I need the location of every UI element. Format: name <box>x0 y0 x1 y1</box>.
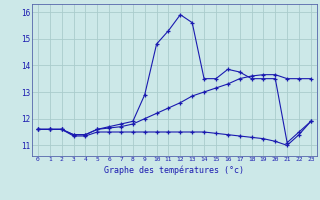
X-axis label: Graphe des températures (°c): Graphe des températures (°c) <box>104 165 244 175</box>
